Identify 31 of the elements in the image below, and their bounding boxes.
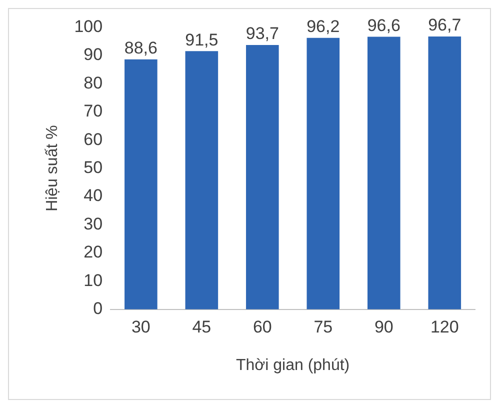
bar: [246, 44, 279, 310]
x-tick-label: 75: [314, 317, 333, 336]
y-tick-label: 0: [93, 299, 103, 318]
data-label: 88,6: [124, 38, 158, 58]
x-tick-label: 90: [374, 317, 394, 336]
bar: [124, 59, 158, 310]
bar: [306, 38, 340, 310]
x-tick-label: 45: [192, 317, 212, 336]
y-tick-label: 20: [84, 242, 103, 262]
x-tick-label: 60: [252, 317, 272, 336]
y-tick-label: 50: [84, 158, 103, 177]
x-tick-label: 30: [131, 317, 150, 336]
y-tick-label: 70: [84, 102, 103, 121]
bar: [367, 36, 400, 310]
y-tick-label: 30: [84, 214, 103, 234]
data-label: 96,6: [367, 16, 400, 35]
data-label: 93,7: [246, 24, 279, 44]
data-label: 96,2: [306, 17, 340, 36]
x-axis-title: Thời gian (phút): [236, 356, 350, 374]
data-label: 91,5: [185, 30, 218, 50]
bar: [185, 51, 218, 310]
y-axis-title: Hiệu suất %: [44, 125, 62, 212]
y-tick-label: 80: [84, 73, 103, 92]
bar: [428, 36, 462, 310]
y-tick-label: 100: [74, 16, 103, 36]
data-label: 96,7: [428, 16, 462, 35]
y-tick-label: 40: [84, 186, 103, 206]
y-tick-label: 10: [84, 270, 103, 290]
y-tick-label: 60: [84, 130, 103, 149]
y-tick-label: 90: [84, 45, 103, 64]
x-tick-label: 120: [430, 317, 459, 336]
